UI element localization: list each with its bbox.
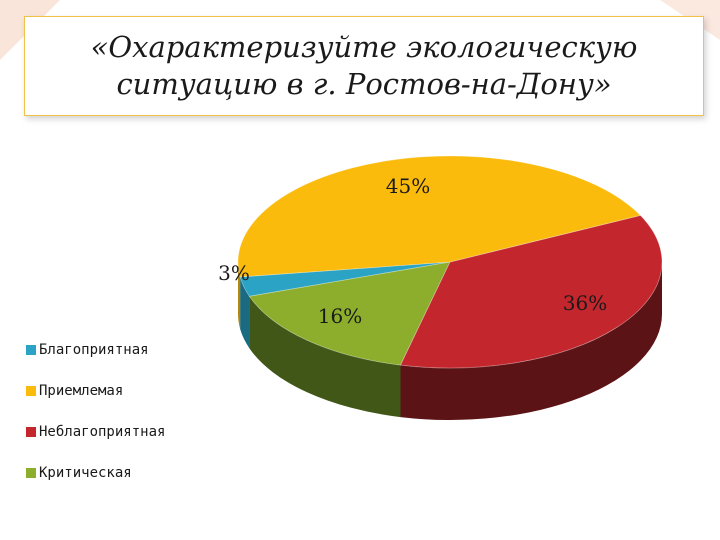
chart-title: «Охарактеризуйте экологическую ситуацию … bbox=[90, 30, 638, 101]
legend-item: Благоприятная bbox=[26, 340, 165, 360]
pie-side-favorable bbox=[240, 276, 250, 349]
pie-slices bbox=[237, 155, 663, 369]
legend-label: Благоприятная bbox=[39, 342, 149, 358]
legend-swatch bbox=[26, 345, 36, 355]
pie-side-critical bbox=[249, 296, 401, 418]
legend-item: Критическая bbox=[26, 463, 165, 483]
pie-side-acceptable bbox=[238, 262, 241, 329]
pie-slice-unfavorable bbox=[399, 214, 663, 369]
data-label-unfavorable: 36% bbox=[563, 291, 607, 315]
pie-side-unfavorable bbox=[400, 262, 662, 420]
pie-slice-favorable bbox=[239, 261, 451, 297]
pie-labels: 3% 45% 36% 16% bbox=[218, 174, 607, 328]
legend-item: Неблагоприятная bbox=[26, 422, 165, 442]
title-box: «Охарактеризуйте экологическую ситуацию … bbox=[24, 16, 704, 116]
pie-slice-critical bbox=[248, 261, 451, 366]
legend-swatch bbox=[26, 427, 36, 437]
pie-slice-acceptable bbox=[237, 155, 642, 278]
data-label-favorable: 3% bbox=[218, 261, 250, 285]
legend-swatch bbox=[26, 386, 36, 396]
data-label-acceptable: 45% bbox=[386, 174, 430, 198]
legend-label: Критическая bbox=[39, 465, 132, 481]
legend-item: Приемлемая bbox=[26, 381, 165, 401]
data-label-critical: 16% bbox=[318, 304, 362, 328]
legend-label: Неблагоприятная bbox=[39, 424, 166, 440]
legend: Благоприятная Приемлемая Неблагоприятная… bbox=[26, 340, 165, 504]
pie-sides bbox=[238, 262, 662, 420]
legend-swatch bbox=[26, 468, 36, 478]
legend-label: Приемлемая bbox=[39, 383, 124, 399]
